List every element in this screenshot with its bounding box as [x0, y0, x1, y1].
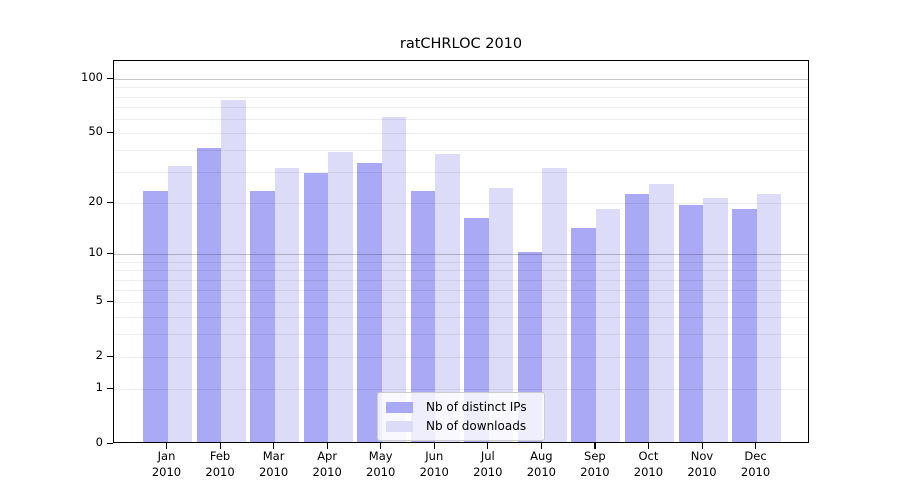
x-tickmark	[755, 443, 757, 449]
bar-downloads-sep	[595, 209, 621, 442]
x-tick-label: Mar 2010	[258, 449, 289, 479]
bar-downloads-mar	[274, 168, 300, 442]
x-tick-label: Aug 2010	[526, 449, 556, 479]
gridline	[114, 79, 808, 81]
x-tickmark	[540, 443, 543, 449]
bar-distinct-ips-oct	[624, 194, 650, 442]
bar-downloads-oct	[649, 184, 674, 442]
y-tickmark	[107, 300, 113, 303]
y-tickmark	[107, 201, 113, 203]
gridline	[114, 133, 808, 135]
bar-downloads-dec	[756, 194, 782, 442]
y-tick-label: 5	[95, 293, 103, 308]
x-tick-label: Apr 2010	[312, 449, 342, 479]
x-tickmark	[594, 443, 596, 449]
legend-label-distinct-ips: Nb of distinct IPs	[426, 400, 527, 414]
legend-item-downloads: Nb of downloads	[386, 419, 537, 433]
chart-title: ratCHRLOC 2010	[399, 36, 523, 52]
plot-area	[113, 60, 809, 443]
x-tick-label: Oct 2010	[633, 449, 664, 479]
gridline	[114, 106, 808, 108]
gridline	[114, 118, 808, 120]
y-tick-label: 100	[81, 70, 103, 85]
bar-distinct-ips-apr	[303, 173, 329, 442]
x-tickmark	[219, 443, 221, 449]
y-tick-label: 1	[95, 380, 103, 395]
y-tickmark	[107, 77, 113, 79]
y-tickmark	[107, 387, 113, 389]
x-tickmark	[166, 443, 168, 449]
bar-downloads-feb	[221, 99, 246, 442]
y-tick-label: 0	[95, 435, 103, 449]
legend-item-distinct-ips: Nb of distinct IPs	[386, 400, 537, 414]
gridline	[114, 87, 808, 89]
bar-distinct-ips-nov	[678, 205, 703, 442]
bar-downloads-aug	[542, 168, 567, 442]
x-tickmark	[647, 443, 650, 449]
y-tick-label: 20	[88, 194, 103, 209]
y-tickmark	[107, 355, 113, 357]
x-tick-label: Feb 2010	[205, 449, 235, 479]
legend-swatch-distinct-ips	[386, 401, 413, 413]
x-tickmark	[487, 443, 489, 449]
y-tick-label: 2	[95, 348, 103, 363]
x-tick-label: Nov 2010	[687, 449, 717, 479]
bar-distinct-ips-jan	[143, 190, 168, 442]
x-tickmark	[433, 443, 435, 449]
x-tick-label: Jan 2010	[151, 449, 182, 479]
y-tickmark	[107, 131, 113, 133]
bar-downloads-apr	[328, 152, 353, 442]
x-tick-label: Jul 2010	[473, 449, 503, 479]
x-tick-label: Dec 2010	[740, 449, 771, 479]
bar-downloads-jan	[167, 165, 192, 442]
y-tick-label: 10	[88, 245, 103, 260]
x-tickmark	[326, 443, 328, 449]
y-tickmark	[107, 442, 113, 444]
y-tickmark	[107, 252, 113, 255]
bar-distinct-ips-sep	[571, 227, 596, 442]
bar-downloads-may	[381, 116, 407, 442]
x-tick-label: Sep 2010	[580, 449, 610, 479]
x-tickmark	[380, 443, 382, 449]
x-tickmark	[701, 443, 703, 449]
x-tick-label: May 2010	[366, 449, 396, 479]
legend: Nb of distinct IPs Nb of downloads	[377, 392, 545, 441]
legend-label-downloads: Nb of downloads	[426, 419, 527, 433]
bar-distinct-ips-mar	[250, 190, 275, 442]
x-tickmark	[273, 443, 275, 449]
y-tick-label: 50	[88, 124, 103, 139]
bar-downloads-nov	[703, 197, 728, 442]
bar-distinct-ips-feb	[196, 148, 222, 442]
bar-distinct-ips-dec	[732, 209, 757, 442]
x-tick-label: Jun 2010	[419, 449, 449, 479]
gridline	[114, 96, 808, 98]
legend-swatch-downloads	[386, 420, 413, 432]
